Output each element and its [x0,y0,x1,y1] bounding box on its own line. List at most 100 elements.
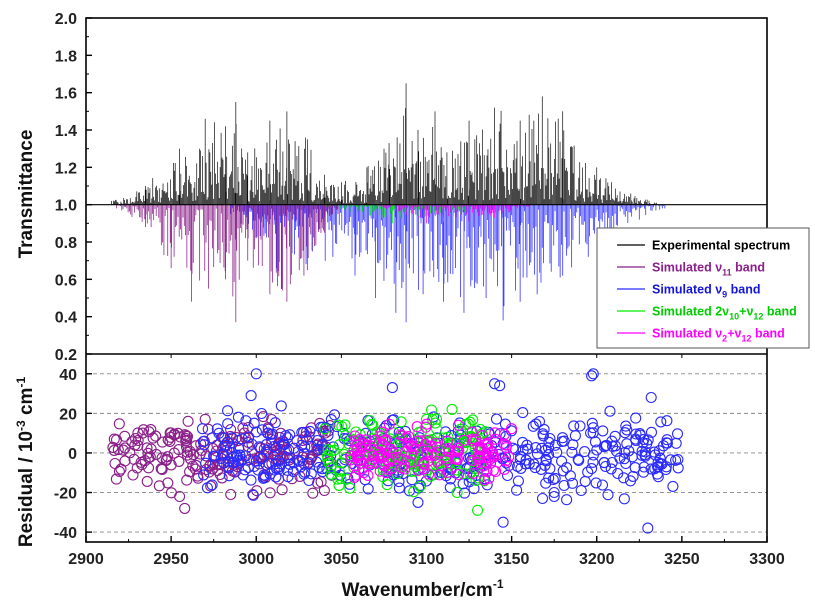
residual-point [319,423,331,435]
residual-point [119,455,131,467]
residual-point [472,504,484,516]
residual-point [587,427,599,439]
residual-point [602,489,614,501]
residual-point [442,442,454,454]
residual-point [637,466,650,478]
residual-point [204,460,216,472]
residual-point [605,463,617,475]
y-tick-label: 1.8 [55,48,77,65]
residual-point [434,469,446,481]
spectrum-panel [86,83,767,323]
residual-point [276,484,288,496]
residual-point [297,426,310,438]
residual-point [501,469,514,482]
residual-point [305,468,317,480]
x-tick-label: 3100 [409,551,445,568]
residual-point [494,380,506,392]
residual-point [488,451,500,463]
residual-point [618,453,630,465]
residual-point [642,522,654,534]
residual-point [558,435,570,447]
residual-point [431,423,443,435]
residual-point [500,430,512,442]
residual-point [318,484,330,497]
residual-point [451,452,463,464]
residual-point [280,430,292,442]
residual-point [420,421,432,433]
residual-point [108,433,120,445]
residual-point [489,378,501,390]
residual-point [415,435,427,447]
y-tick-label: 0 [68,446,77,463]
residual-point [281,464,293,476]
residual-point [413,427,425,439]
residual-point [368,453,380,465]
residual-point [619,446,631,459]
residual-point [256,407,268,420]
residual-point [331,421,343,433]
y-axis-title-spectrum: Transmittance [16,130,37,259]
residual-point [248,417,260,429]
residual-point [629,462,641,474]
residual-point [173,444,185,456]
residual-point [400,432,412,444]
residual-point [606,456,618,469]
residual-point [113,465,125,477]
residual-point [129,439,141,451]
residual-point [198,469,210,481]
residual-point [209,450,221,462]
residual-point [400,446,412,458]
residual-point [207,463,219,475]
residual-point [449,445,461,457]
residual-point [609,430,621,442]
residual-point [358,438,370,450]
residual-point [661,415,673,427]
residual-point [250,368,262,380]
residual-point [206,479,218,491]
residual-point [566,477,579,489]
y-tick-label: -40 [54,525,77,542]
residual-point [414,480,426,492]
x-tick-label: 3200 [579,551,615,568]
residual-point [470,474,482,486]
residual-point [387,445,399,457]
residual-point [411,421,423,433]
residual-point [237,469,249,481]
residual-point [200,464,212,476]
residual-point [618,493,630,505]
residual-point [547,473,559,486]
residual-point [245,474,257,486]
residual-point [604,405,616,417]
residual-point [322,429,334,441]
x-axis-title: Wavenumber/cm-1 [341,577,503,601]
y-tick-label: 0.2 [55,347,77,364]
residual-point [288,442,300,454]
residual-point [404,456,416,468]
residual-point [564,470,576,482]
residual-point [452,419,464,431]
residual-point [156,463,168,475]
residual-point [225,423,237,436]
residual-point [446,403,458,415]
residual-point [142,447,154,459]
residual-point [393,482,405,494]
y-tick-label: 1.6 [55,86,77,103]
residual-point [665,454,677,466]
residual-point [600,439,613,451]
residual-point [233,454,245,467]
residual-point [671,428,684,440]
y-tick-label: 2.0 [55,11,77,28]
residual-point [141,475,153,487]
residual-point [250,455,262,467]
residual-point [260,439,272,451]
residual-point [270,471,282,483]
x-tick-label: 3300 [749,551,785,568]
residual-point [181,434,193,446]
residual-point [325,414,337,426]
residual-point [321,449,333,462]
residual-point [569,430,581,442]
residual-point [451,486,463,499]
residual-point [147,432,159,444]
residual-point [535,463,547,475]
residual-point [222,405,234,417]
